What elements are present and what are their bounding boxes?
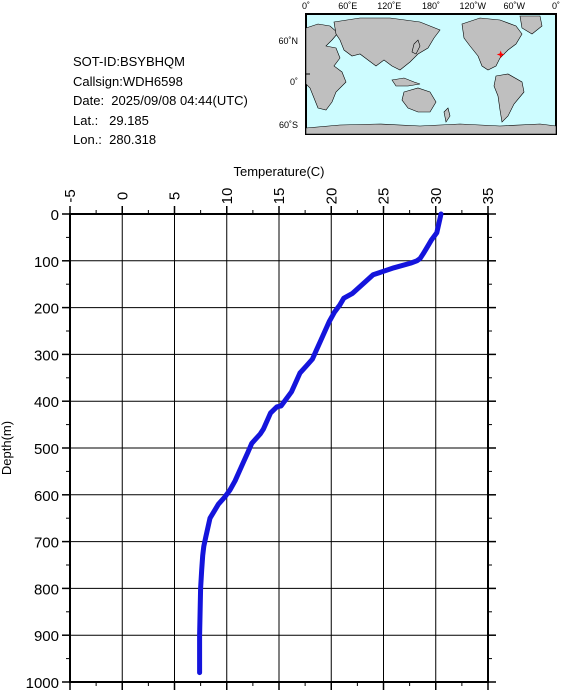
map-lon-label: 120˚E bbox=[377, 1, 401, 11]
y-tick-label: 700 bbox=[34, 535, 59, 552]
land-south-america bbox=[493, 73, 525, 123]
y-axis-title: Depth(m) bbox=[0, 421, 14, 475]
x-tick-label: 10 bbox=[219, 188, 236, 205]
y-tick-label: 500 bbox=[34, 441, 59, 458]
land-asia bbox=[333, 17, 441, 71]
y-tick-label: 600 bbox=[34, 488, 59, 505]
map-lat-label: 0˚ bbox=[290, 77, 298, 87]
axis-ticks bbox=[62, 206, 496, 690]
land-new-zealand bbox=[443, 107, 451, 123]
x-tick-label: -5 bbox=[62, 189, 79, 202]
x-tick-label: 15 bbox=[271, 188, 288, 205]
y-tick-label: 200 bbox=[34, 301, 59, 318]
date-text: Date: 2025/09/08 04:44(UTC) bbox=[73, 93, 248, 108]
x-tick-label: 5 bbox=[167, 192, 184, 200]
longitude-text: Lon.: 280.318 bbox=[73, 132, 157, 147]
land-japan bbox=[411, 39, 421, 55]
land-greenland bbox=[519, 15, 543, 35]
map-lon-label: 0˚ bbox=[302, 1, 310, 11]
chart-grid bbox=[70, 214, 488, 682]
map-lon-label: 60˚W bbox=[504, 1, 526, 11]
map-lon-label: 60˚E bbox=[338, 1, 357, 11]
x-tick-label: 30 bbox=[428, 188, 445, 205]
y-tick-label: 1000 bbox=[26, 675, 59, 690]
map-longitude-labels: 0˚ 60˚E 120˚E 180˚ 120˚W 60˚W 0˚ bbox=[302, 1, 560, 11]
land-antarctica bbox=[305, 123, 557, 135]
y-tick-label: 800 bbox=[34, 581, 59, 598]
map-lat-label: 60˚N bbox=[278, 36, 298, 46]
y-tick-labels: 0 100 200 300 400 500 600 700 800 900 1000 bbox=[26, 207, 59, 690]
map-lat-label: 60˚S bbox=[279, 120, 298, 130]
y-tick-label: 900 bbox=[34, 628, 59, 645]
y-tick-label: 400 bbox=[34, 394, 59, 411]
sot-id-text: SOT-ID:BSYBHQM bbox=[73, 54, 185, 69]
map-land bbox=[305, 15, 557, 135]
y-tick-label: 0 bbox=[51, 207, 59, 224]
x-tick-label: 0 bbox=[114, 192, 131, 200]
latitude-text: Lat.: 29.185 bbox=[73, 112, 149, 128]
x-tick-label: 25 bbox=[376, 188, 393, 205]
location-marker-icon bbox=[496, 50, 505, 59]
y-tick-label: 300 bbox=[34, 347, 59, 364]
callsign-text: Callsign:WDH6598 bbox=[73, 73, 183, 89]
map-lon-label: 180˚ bbox=[422, 1, 440, 11]
land-north-america bbox=[461, 17, 523, 71]
y-tick-label: 100 bbox=[34, 254, 59, 271]
land-australia bbox=[401, 87, 437, 113]
x-tick-label: 35 bbox=[480, 188, 497, 205]
map-lon-label: 120˚W bbox=[459, 1, 486, 11]
profile-info: SOT-ID:BSYBHQM Callsign:WDH6598 Date: 20… bbox=[73, 52, 248, 150]
temperature-profile-line bbox=[197, 211, 444, 676]
land-indonesia bbox=[391, 77, 421, 87]
x-tick-labels: -5 0 5 10 15 20 25 30 35 bbox=[62, 188, 497, 205]
x-tick-label: 20 bbox=[323, 188, 340, 205]
x-axis-title: Temperature(C) bbox=[233, 164, 324, 179]
map-lon-label: 0˚ bbox=[552, 1, 560, 11]
map-latitude-labels: 60˚N 0˚ 60˚S bbox=[278, 36, 298, 130]
location-map: 0˚ 60˚E 120˚E 180˚ 120˚W 60˚W 0˚ 60˚N 0˚… bbox=[278, 1, 560, 135]
